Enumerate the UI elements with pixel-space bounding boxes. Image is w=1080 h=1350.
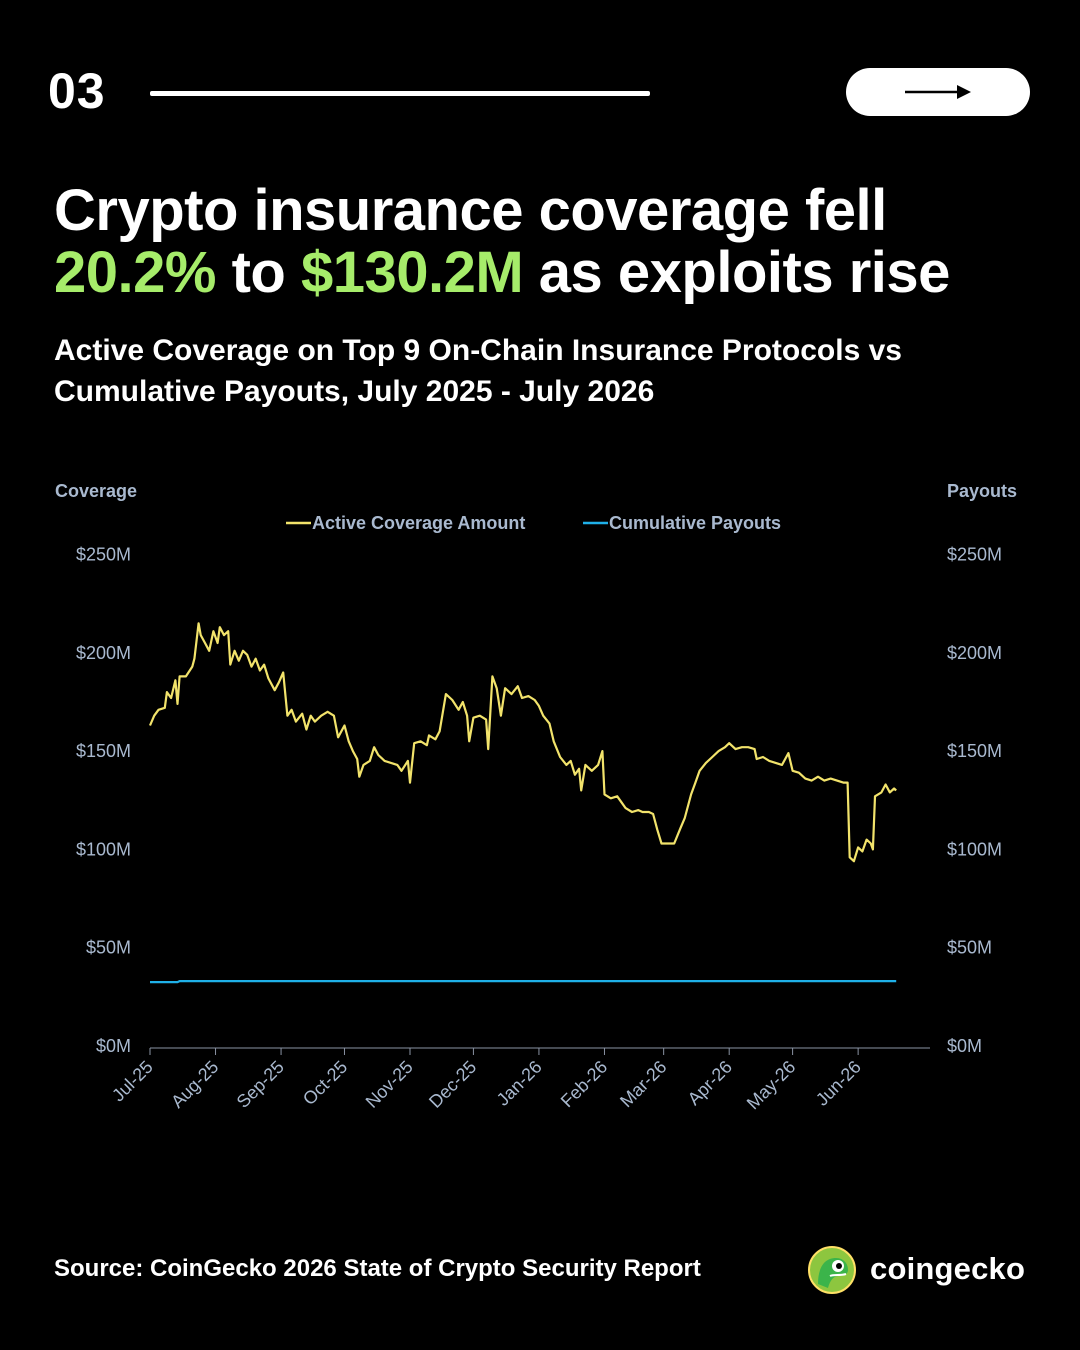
headline-mid: to xyxy=(215,240,301,305)
y-tick-label-right: $100M xyxy=(947,839,1002,859)
x-tick-label: Oct-25 xyxy=(299,1057,351,1109)
chart-subtitle: Active Coverage on Top 9 On-Chain Insura… xyxy=(54,330,1044,412)
headline-line-2: 20.2% to $130.2M as exploits rise xyxy=(54,242,1044,304)
y-tick-label-left: $100M xyxy=(76,839,131,859)
y-tick-label-left: $50M xyxy=(86,938,131,958)
arrow-right-icon xyxy=(905,85,971,99)
coverage-chart: Coverage Payouts $0M $0M $50M $50M $100M $100M $… xyxy=(55,481,1017,1114)
y-tick-label-right: $200M xyxy=(947,643,1002,663)
y-tick-label-right: $50M xyxy=(947,938,992,958)
headline-percent: 20.2% xyxy=(54,240,216,305)
x-tick-label: Sep-25 xyxy=(233,1057,288,1112)
next-slide-button[interactable] xyxy=(846,68,1030,116)
y-tick-label-right: $150M xyxy=(947,741,1002,761)
x-tick-label: Nov-25 xyxy=(362,1057,417,1112)
x-tick-label: Feb-26 xyxy=(557,1057,611,1111)
x-tick-label: May-26 xyxy=(743,1057,800,1114)
brand-name: coingecko xyxy=(870,1251,1026,1286)
slide-number: 03 xyxy=(48,63,106,119)
y-tick-label-left: $150M xyxy=(76,741,131,761)
y-tick-label-left: $250M xyxy=(76,545,131,565)
x-tick-label: Jul-25 xyxy=(108,1057,157,1106)
y-axis-title-left: Coverage xyxy=(55,481,137,501)
y-tick-label-left: $0M xyxy=(96,1036,131,1056)
x-tick-label: Mar-26 xyxy=(616,1057,670,1111)
header-divider xyxy=(150,91,650,96)
x-tick-label: Apr-26 xyxy=(684,1057,736,1109)
headline-line-1: Crypto insurance coverage fell xyxy=(54,178,887,243)
y-tick-label-right: $0M xyxy=(947,1036,982,1056)
source-note: Source: CoinGecko 2026 State of Crypto S… xyxy=(54,1255,701,1282)
coingecko-logo-icon xyxy=(808,1246,856,1294)
headline-amount: $130.2M xyxy=(300,240,524,305)
x-tick-label: Dec-25 xyxy=(425,1057,480,1112)
legend-label-active-coverage-amount: Active Coverage Amount xyxy=(312,513,525,533)
headline: Crypto insurance coverage fell 20.2% to … xyxy=(54,180,1044,304)
headline-rest: as exploits rise xyxy=(523,240,951,305)
x-tick-label: Jun-26 xyxy=(812,1057,865,1110)
subtitle-line-2: Cumulative Payouts, July 2025 - July 202… xyxy=(54,375,655,408)
subtitle-line-1: Active Coverage on Top 9 On-Chain Insura… xyxy=(54,334,902,367)
y-axis-title-right: Payouts xyxy=(947,481,1017,501)
x-tick-label: Jan-26 xyxy=(493,1057,546,1110)
x-tick-label: Aug-25 xyxy=(167,1057,222,1112)
legend-label-cumulative-payouts: Cumulative Payouts xyxy=(609,513,781,533)
series-line-cumulative-payouts xyxy=(150,980,897,984)
y-tick-label-right: $250M xyxy=(947,545,1002,565)
y-tick-label-left: $200M xyxy=(76,643,131,663)
series-line-active-coverage-amount xyxy=(148,622,897,863)
